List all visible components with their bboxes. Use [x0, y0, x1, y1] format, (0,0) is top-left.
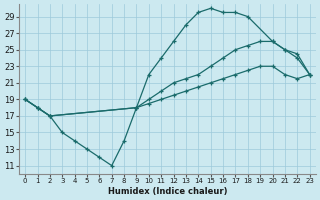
X-axis label: Humidex (Indice chaleur): Humidex (Indice chaleur) [108, 187, 227, 196]
